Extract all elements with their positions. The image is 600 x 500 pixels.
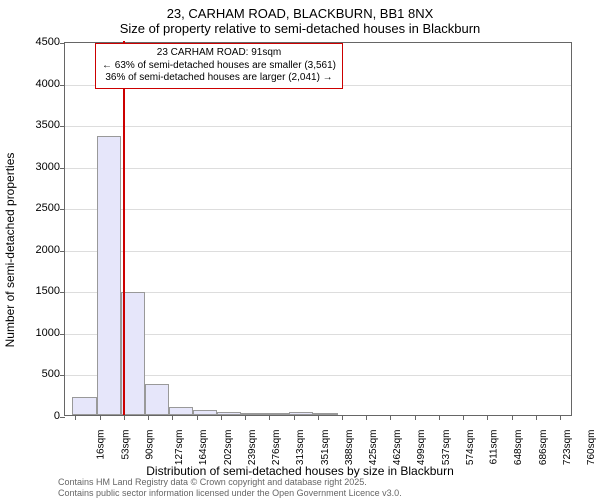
x-tick-label: 53sqm [120, 430, 131, 460]
x-tick-label: 16sqm [96, 430, 107, 460]
x-tick-label: 90sqm [144, 430, 155, 460]
y-tick-mark [60, 334, 65, 335]
x-tick-mark [560, 415, 561, 420]
x-tick-label: 351sqm [320, 430, 331, 466]
y-tick-label: 3000 [20, 161, 60, 173]
x-tick-label: 313sqm [295, 430, 306, 466]
grid-line [65, 251, 571, 252]
y-tick-mark [60, 251, 65, 252]
x-tick-mark [124, 415, 125, 420]
footer-line2: Contains public sector information licen… [58, 488, 402, 498]
x-tick-mark [75, 415, 76, 420]
x-tick-mark [536, 415, 537, 420]
y-tick-label: 4500 [20, 36, 60, 48]
x-tick-mark [390, 415, 391, 420]
histogram-bar [289, 412, 313, 415]
x-tick-label: 239sqm [247, 430, 258, 466]
y-tick-label: 500 [20, 368, 60, 380]
x-tick-mark [463, 415, 464, 420]
x-tick-mark [512, 415, 513, 420]
annotation-box: 23 CARHAM ROAD: 91sqm← 63% of semi-detac… [95, 43, 343, 89]
grid-line [65, 126, 571, 127]
histogram-bar [145, 384, 169, 415]
x-tick-mark [439, 415, 440, 420]
y-tick-label: 2500 [20, 202, 60, 214]
x-tick-mark [415, 415, 416, 420]
annotation-line3: 36% of semi-detached houses are larger (… [102, 72, 336, 85]
x-tick-mark [318, 415, 319, 420]
y-tick-label: 1000 [20, 327, 60, 339]
histogram-bar [169, 407, 193, 415]
histogram-bar [265, 413, 289, 415]
x-tick-label: 611sqm [488, 430, 499, 465]
y-tick-label: 2000 [20, 244, 60, 256]
y-tick-label: 4000 [20, 78, 60, 90]
x-tick-label: 574sqm [465, 430, 476, 466]
y-tick-mark [60, 209, 65, 210]
x-tick-label: 723sqm [562, 430, 573, 466]
x-axis-label: Distribution of semi-detached houses by … [146, 464, 454, 478]
x-tick-label: 127sqm [174, 430, 185, 466]
x-tick-label: 276sqm [271, 430, 282, 466]
annotation-line1: 23 CARHAM ROAD: 91sqm [102, 47, 336, 60]
x-tick-label: 648sqm [513, 430, 524, 466]
x-tick-mark [221, 415, 222, 420]
x-tick-label: 499sqm [416, 430, 427, 466]
histogram-bar [72, 397, 96, 415]
y-tick-label: 0 [20, 410, 60, 422]
annotation-line2: ← 63% of semi-detached houses are smalle… [102, 60, 336, 73]
histogram-bar [193, 410, 217, 415]
histogram-bar [97, 136, 121, 415]
y-tick-mark [60, 417, 65, 418]
histogram-bar [241, 413, 265, 415]
y-axis-label: Number of semi-detached properties [3, 153, 17, 348]
x-tick-mark [487, 415, 488, 420]
y-tick-label: 3500 [20, 119, 60, 131]
x-tick-mark [148, 415, 149, 420]
y-tick-mark [60, 168, 65, 169]
y-tick-mark [60, 43, 65, 44]
plot-area: 23 CARHAM ROAD: 91sqm← 63% of semi-detac… [64, 42, 572, 416]
footer-attribution: Contains HM Land Registry data © Crown c… [58, 477, 402, 498]
x-tick-label: 388sqm [344, 430, 355, 466]
x-tick-mark [100, 415, 101, 420]
x-tick-mark [294, 415, 295, 420]
grid-line [65, 209, 571, 210]
x-tick-label: 686sqm [538, 430, 549, 466]
x-tick-mark [245, 415, 246, 420]
x-tick-label: 425sqm [368, 430, 379, 466]
y-tick-mark [60, 375, 65, 376]
grid-line [65, 168, 571, 169]
y-tick-mark [60, 126, 65, 127]
x-tick-label: 202sqm [223, 430, 234, 466]
x-tick-mark [269, 415, 270, 420]
y-tick-label: 1500 [20, 285, 60, 297]
x-tick-label: 760sqm [586, 430, 597, 466]
x-tick-label: 537sqm [441, 430, 452, 466]
histogram-bar [313, 413, 337, 415]
x-tick-mark [197, 415, 198, 420]
x-tick-mark [172, 415, 173, 420]
chart-title-line2: Size of property relative to semi-detach… [0, 21, 600, 40]
x-tick-label: 462sqm [392, 430, 403, 466]
x-tick-mark [366, 415, 367, 420]
chart-title-line1: 23, CARHAM ROAD, BLACKBURN, BB1 8NX [0, 0, 600, 21]
x-tick-mark [342, 415, 343, 420]
x-tick-label: 164sqm [198, 430, 209, 466]
histogram-bar [217, 412, 241, 415]
property-marker-line [123, 41, 125, 415]
y-tick-mark [60, 292, 65, 293]
y-tick-mark [60, 85, 65, 86]
footer-line1: Contains HM Land Registry data © Crown c… [58, 477, 402, 487]
